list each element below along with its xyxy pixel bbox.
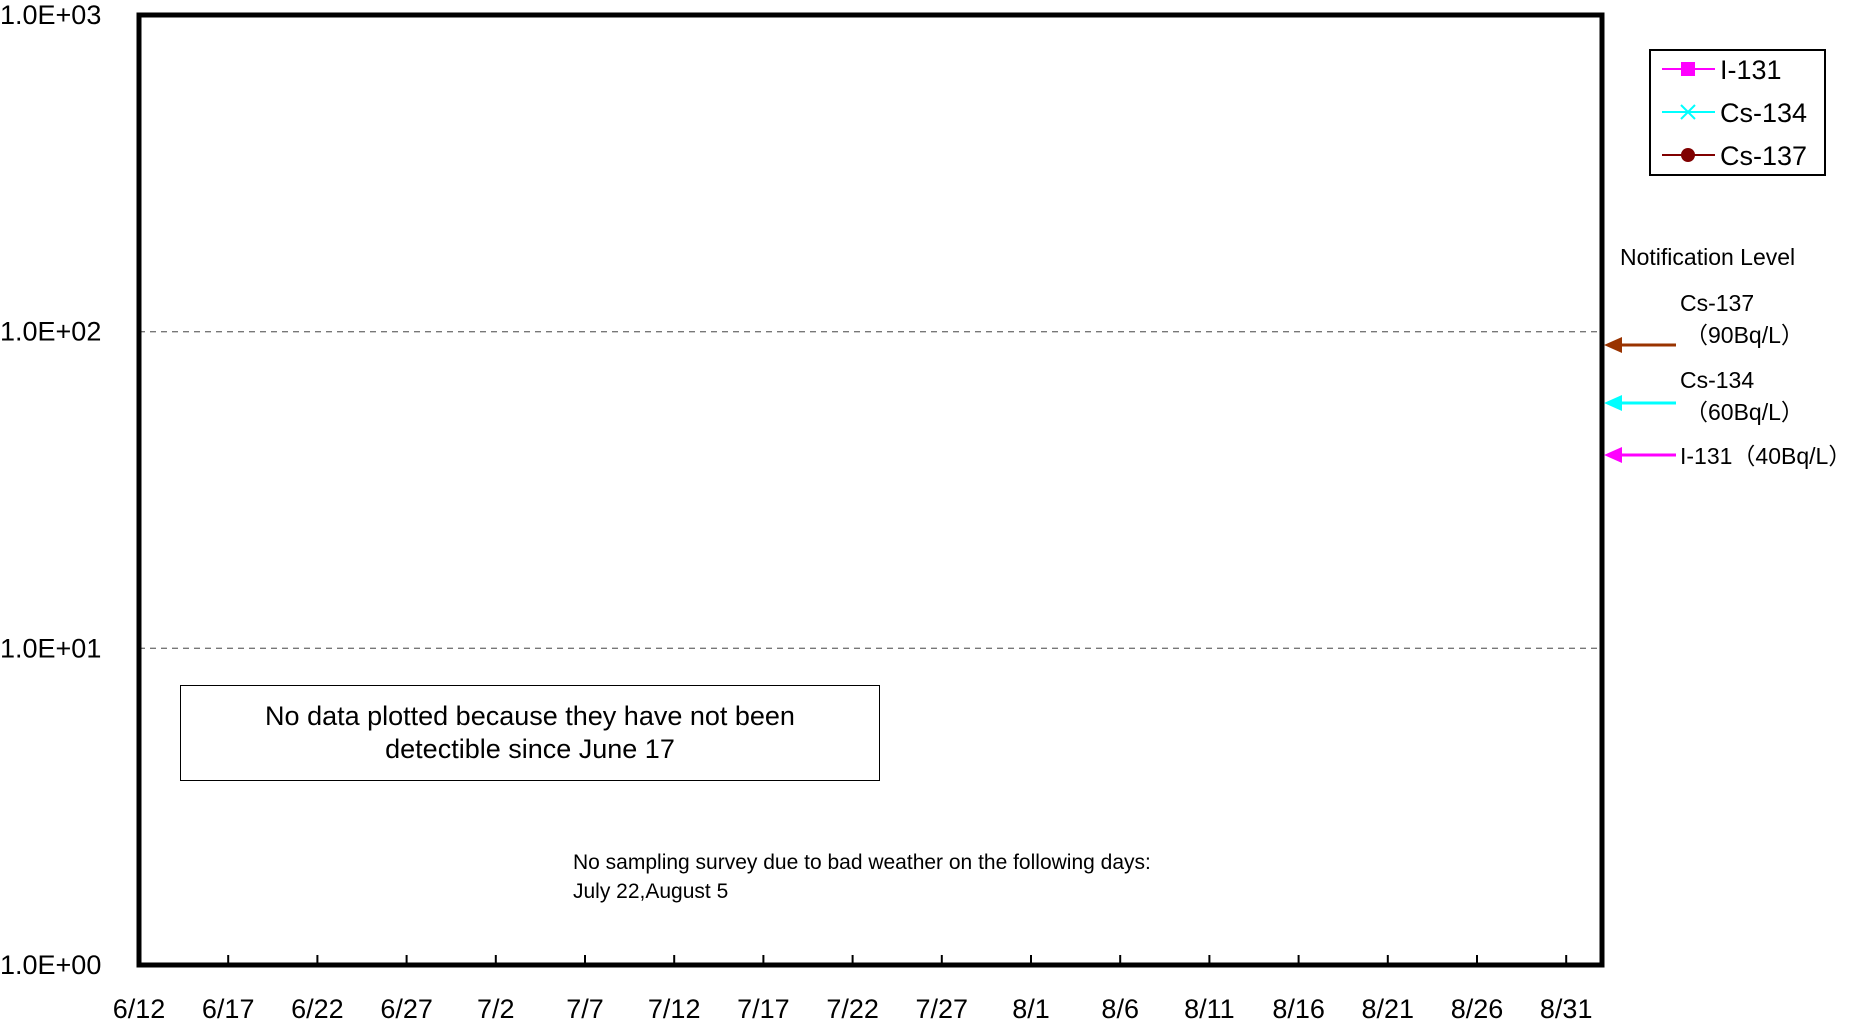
x-tick-label: 6/12 — [113, 994, 166, 1024]
notification-i131-label: I-131（40Bq/L） — [1680, 443, 1851, 469]
notification-cs134-arrow-icon — [1604, 395, 1676, 411]
survey-note-line-2: July 22,August 5 — [573, 880, 729, 903]
x-tick-label: 8/31 — [1540, 994, 1593, 1024]
x-tick-label: 8/26 — [1451, 994, 1504, 1024]
y-axis: 1.0E+00 1.0E+01 1.0E+02 1.0E+03 — [0, 0, 101, 980]
notification-cs134-value: （60Bq/L） — [1685, 399, 1804, 425]
y-tick-label: 1.0E+02 — [0, 317, 101, 347]
x-tick-label: 8/21 — [1362, 994, 1415, 1024]
y-tick-label: 1.0E+01 — [0, 633, 101, 663]
notification-cs134-label: Cs-134 — [1680, 367, 1754, 393]
notification-cs137-label: Cs-137 — [1680, 290, 1754, 316]
legend-cs134-label: Cs-134 — [1720, 98, 1807, 128]
y-tick-label: 1.0E+00 — [0, 950, 101, 980]
x-tick-label: 7/7 — [566, 994, 604, 1024]
survey-note-line-1: No sampling survey due to bad weather on… — [573, 851, 1151, 874]
x-tick-label: 6/22 — [291, 994, 344, 1024]
legend: I-131 Cs-134 Cs-137 — [1649, 49, 1826, 176]
no-data-note-text: No data plotted because they have not be… — [265, 701, 795, 764]
legend-cs134-marker-x-icon — [1680, 104, 1696, 120]
x-tick-label: 8/1 — [1012, 994, 1050, 1024]
x-tick-label: 8/16 — [1272, 994, 1325, 1024]
x-tick-label: 6/17 — [202, 994, 255, 1024]
x-tick-label: 7/22 — [826, 994, 879, 1024]
no-data-note: No data plotted because they have not be… — [180, 685, 880, 781]
notification-cs137-arrow-icon — [1604, 337, 1676, 353]
x-tick-label: 6/27 — [380, 994, 433, 1024]
legend-i131-marker-square-icon — [1681, 62, 1695, 76]
grid-lines — [139, 331, 1602, 649]
legend-cs137-marker-circle-icon — [1681, 148, 1695, 162]
x-tick-label: 7/2 — [477, 994, 515, 1024]
notification-i131-arrow-icon — [1604, 447, 1676, 463]
x-tick-label: 8/11 — [1184, 994, 1235, 1024]
legend-cs137-label: Cs-137 — [1720, 141, 1807, 171]
x-tick-label: 7/12 — [648, 994, 701, 1024]
legend-i131-label: I-131 — [1720, 55, 1782, 85]
y-tick-label: 1.0E+03 — [0, 0, 101, 30]
x-axis: 6/12 6/17 6/22 6/27 7/2 7/7 7/12 7/17 7/22 7/27 8/… — [113, 955, 1593, 1024]
plot-area — [136, 12, 1605, 968]
x-tick-label: 7/27 — [916, 994, 969, 1024]
notification-level-group: Notification Level Cs-137 （90Bq/L） Cs-13… — [1604, 244, 1851, 469]
legend-item-cs137: Cs-137 — [1662, 141, 1807, 171]
x-tick-label: 7/17 — [737, 994, 790, 1024]
notification-title: Notification Level — [1620, 244, 1795, 270]
legend-item-i131: I-131 — [1662, 55, 1782, 85]
x-tick-label: 8/6 — [1101, 994, 1139, 1024]
notification-cs137-value: （90Bq/L） — [1685, 322, 1804, 348]
legend-item-cs134: Cs-134 — [1662, 98, 1807, 128]
survey-note: No sampling survey due to bad weather on… — [573, 848, 1151, 906]
